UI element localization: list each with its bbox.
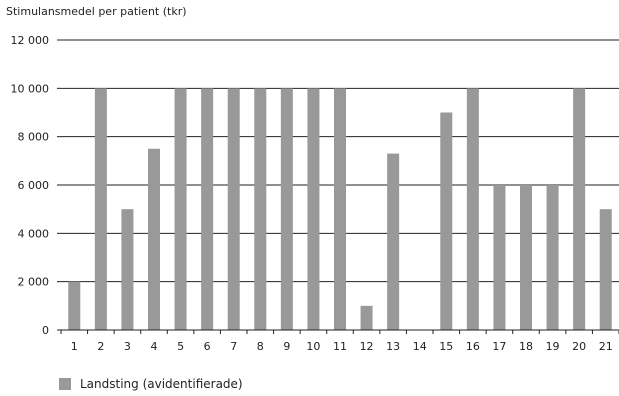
- x-tick-label: 21: [599, 340, 613, 353]
- x-tick-label: 20: [572, 340, 586, 353]
- bar: [121, 209, 134, 330]
- bar: [520, 185, 532, 330]
- y-axis-title: Stimulansmedel per patient (tkr): [6, 5, 187, 18]
- bar: [573, 88, 586, 330]
- bar: [68, 281, 81, 330]
- x-tick-label: 2: [97, 340, 104, 353]
- bar: [148, 148, 160, 330]
- bar: [254, 88, 267, 330]
- x-tick-label: 8: [257, 340, 264, 353]
- x-tick-label: 3: [124, 340, 131, 353]
- y-tick-label: 0: [42, 324, 49, 337]
- x-tick-label: 9: [283, 340, 290, 353]
- x-tick-label: 11: [333, 340, 347, 353]
- bar: [360, 305, 373, 330]
- bar: [546, 185, 559, 330]
- x-tick-label: 6: [204, 340, 211, 353]
- bar: [387, 153, 400, 330]
- x-tick-label: 12: [360, 340, 374, 353]
- bar: [466, 88, 479, 330]
- bar: [334, 88, 346, 330]
- y-axis-ticks: 0 2 000 4 000 6 000 8 000 10 000 12 000: [11, 34, 61, 337]
- legend-swatch: [59, 378, 71, 390]
- bar: [280, 88, 293, 330]
- x-tick-label: 15: [439, 340, 453, 353]
- bar: [174, 88, 187, 330]
- x-tick-label: 4: [151, 340, 158, 353]
- bar: [493, 185, 506, 330]
- y-tick-label: 12 000: [11, 34, 50, 47]
- bar: [94, 88, 107, 330]
- y-tick-label: 8 000: [18, 131, 50, 144]
- x-axis-ticks: 1 2 3 4 5 6 7 8 9 10 11 12 13 14 15 16 17 18 19 20 21: [60, 330, 619, 353]
- bar: [201, 88, 214, 330]
- x-tick-label: 1: [71, 340, 78, 353]
- y-tick-label: 10 000: [11, 82, 50, 95]
- legend-label: Landsting (avidentifierade): [80, 377, 243, 391]
- bar: [227, 88, 240, 330]
- x-tick-label: 14: [413, 340, 427, 353]
- x-tick-label: 18: [519, 340, 533, 353]
- x-tick-label: 19: [546, 340, 560, 353]
- bar: [307, 88, 320, 330]
- x-tick-label: 7: [230, 340, 237, 353]
- x-tick-label: 16: [466, 340, 480, 353]
- y-tick-label: 6 000: [18, 179, 50, 192]
- x-tick-label: 13: [386, 340, 400, 353]
- legend: Landsting (avidentifierade): [59, 377, 243, 391]
- y-tick-label: 2 000: [18, 276, 50, 289]
- bar: [440, 112, 453, 330]
- bars: [68, 88, 612, 330]
- x-tick-label: 5: [177, 340, 184, 353]
- bar: [599, 209, 612, 330]
- y-tick-label: 4 000: [18, 227, 50, 240]
- x-tick-label: 17: [492, 340, 506, 353]
- x-tick-label: 10: [306, 340, 320, 353]
